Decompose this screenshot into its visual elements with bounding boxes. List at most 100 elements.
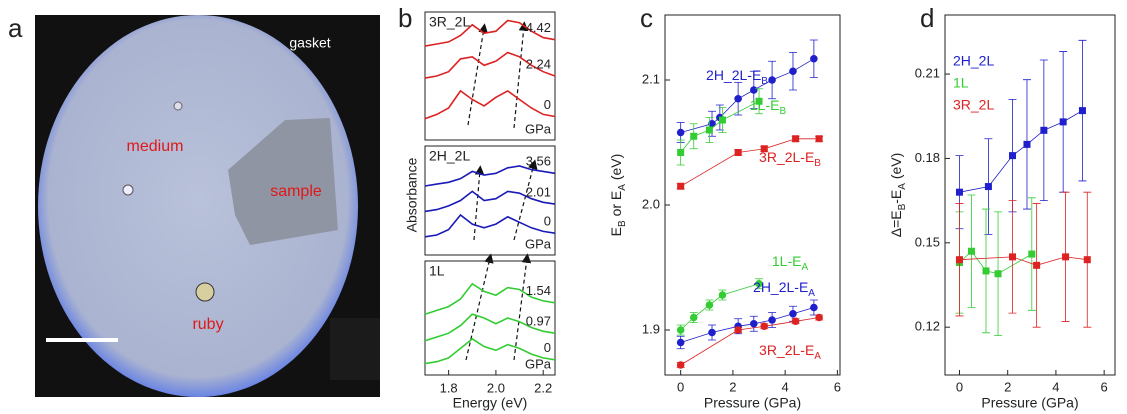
legend-entry: 2H_2L [953,53,994,69]
pressure-label: 2.01 [526,185,551,200]
spectrum [424,19,556,47]
plot-frame [944,14,1116,376]
series-label: 3R_2L-EB [759,149,821,169]
data-point [1040,126,1048,134]
subpanel-label: 2H_2L [429,148,470,164]
sample-flake [228,118,338,245]
x-tick-label: 2.2 [534,380,552,395]
y-axis-label: EB or EA (eV) [608,154,628,237]
data-point [810,303,818,312]
pressure-label: 0 [544,340,551,355]
pressure-label: 1.54 [526,283,551,298]
x-tick-label: 0 [677,379,684,394]
pressure-label: 0.97 [526,314,551,329]
panel-letter: b [398,3,412,33]
y-tick-label: 0.21 [915,66,940,81]
data-point [760,145,768,153]
data-point [755,97,763,105]
legend-entry: 3R_2L [953,97,994,113]
data-point [677,182,685,190]
photo-label: medium [127,138,184,155]
data-point [768,316,776,324]
data-point [768,76,776,84]
spectrum [424,165,556,187]
photo-corner [330,318,380,380]
pressure-label: 2.24 [526,56,551,71]
data-point [1009,253,1017,261]
gasket-hole [38,15,358,397]
subpanel-frame [424,260,556,376]
data-point [792,135,800,143]
y-tick-label: 0.15 [915,234,940,249]
x-tick-label: 2 [1004,379,1011,394]
particle [122,184,134,196]
data-point [955,188,963,196]
data-point [708,119,716,128]
y-tick-label: 0.18 [915,150,940,165]
x-tick-label: 4 [782,379,789,394]
x-tick-label: 2.0 [487,380,505,395]
data-point [734,326,742,334]
data-point [676,326,685,334]
subpanel-frame [424,145,556,256]
data-point [791,317,800,326]
series-label: 1L-EA [772,253,809,273]
data-point [955,256,963,264]
photo-label: gasket [289,35,330,51]
panel-letter: c [640,3,653,33]
data-point [1009,152,1017,160]
data-point [994,270,1002,278]
peak-guides [465,21,538,361]
unit-label: GPa [525,236,552,251]
y-tick-label: 2.1 [642,71,660,86]
data-point [689,313,698,322]
subpanel-label: 3R_2L [429,14,470,30]
pressure-label: 3.56 [526,154,551,169]
data-point [676,338,685,347]
panel-letter: d [920,3,934,33]
data-point [755,279,763,288]
y-tick-label: 0.12 [915,319,940,334]
data-point [810,54,818,63]
pressure-label: 4.42 [526,20,551,35]
ruby-chip [195,282,215,302]
data-point [1078,107,1086,115]
series-label: 3R_2L-EA [759,342,821,362]
data-point [968,247,976,255]
x-tick-label: 4 [1052,379,1059,394]
x-tick-label: 2 [729,379,736,394]
y-axis-label: Δ=EB-EA (eV) [888,153,908,238]
photo-label: sample [270,183,322,200]
data-point [1062,253,1070,261]
data-point [815,313,823,322]
legend-entry: 1L [953,75,969,91]
spectrum [424,282,556,315]
spectrum [424,337,556,365]
data-point [677,149,685,156]
data-point [705,126,713,134]
data-point [815,135,823,143]
data-point [708,328,716,337]
pressure-label: 0 [544,214,551,229]
x-axis-label: Pressure (GPa) [704,395,801,411]
pressure-label: 0 [544,97,551,112]
y-axis-label: Absorbance [404,157,420,232]
series-label: 2H_2L-EA [753,279,815,299]
data-point [718,291,727,299]
spectrum [424,89,556,120]
x-axis-label: Energy (eV) [453,395,528,411]
y-tick-label: 2.0 [642,196,660,211]
unit-label: GPa [525,356,552,371]
data-point [1059,118,1067,126]
x-tick-label: 6 [834,379,841,394]
data-point [1033,261,1041,269]
spectrum [424,313,556,342]
data-point [718,116,726,124]
unit-label: GPa [525,121,552,136]
data-point [734,94,742,103]
plot-frame [664,14,841,376]
data-point [760,322,769,331]
subpanel-label: 1L [429,263,445,279]
data-point [676,361,685,369]
spectrum [424,213,556,238]
